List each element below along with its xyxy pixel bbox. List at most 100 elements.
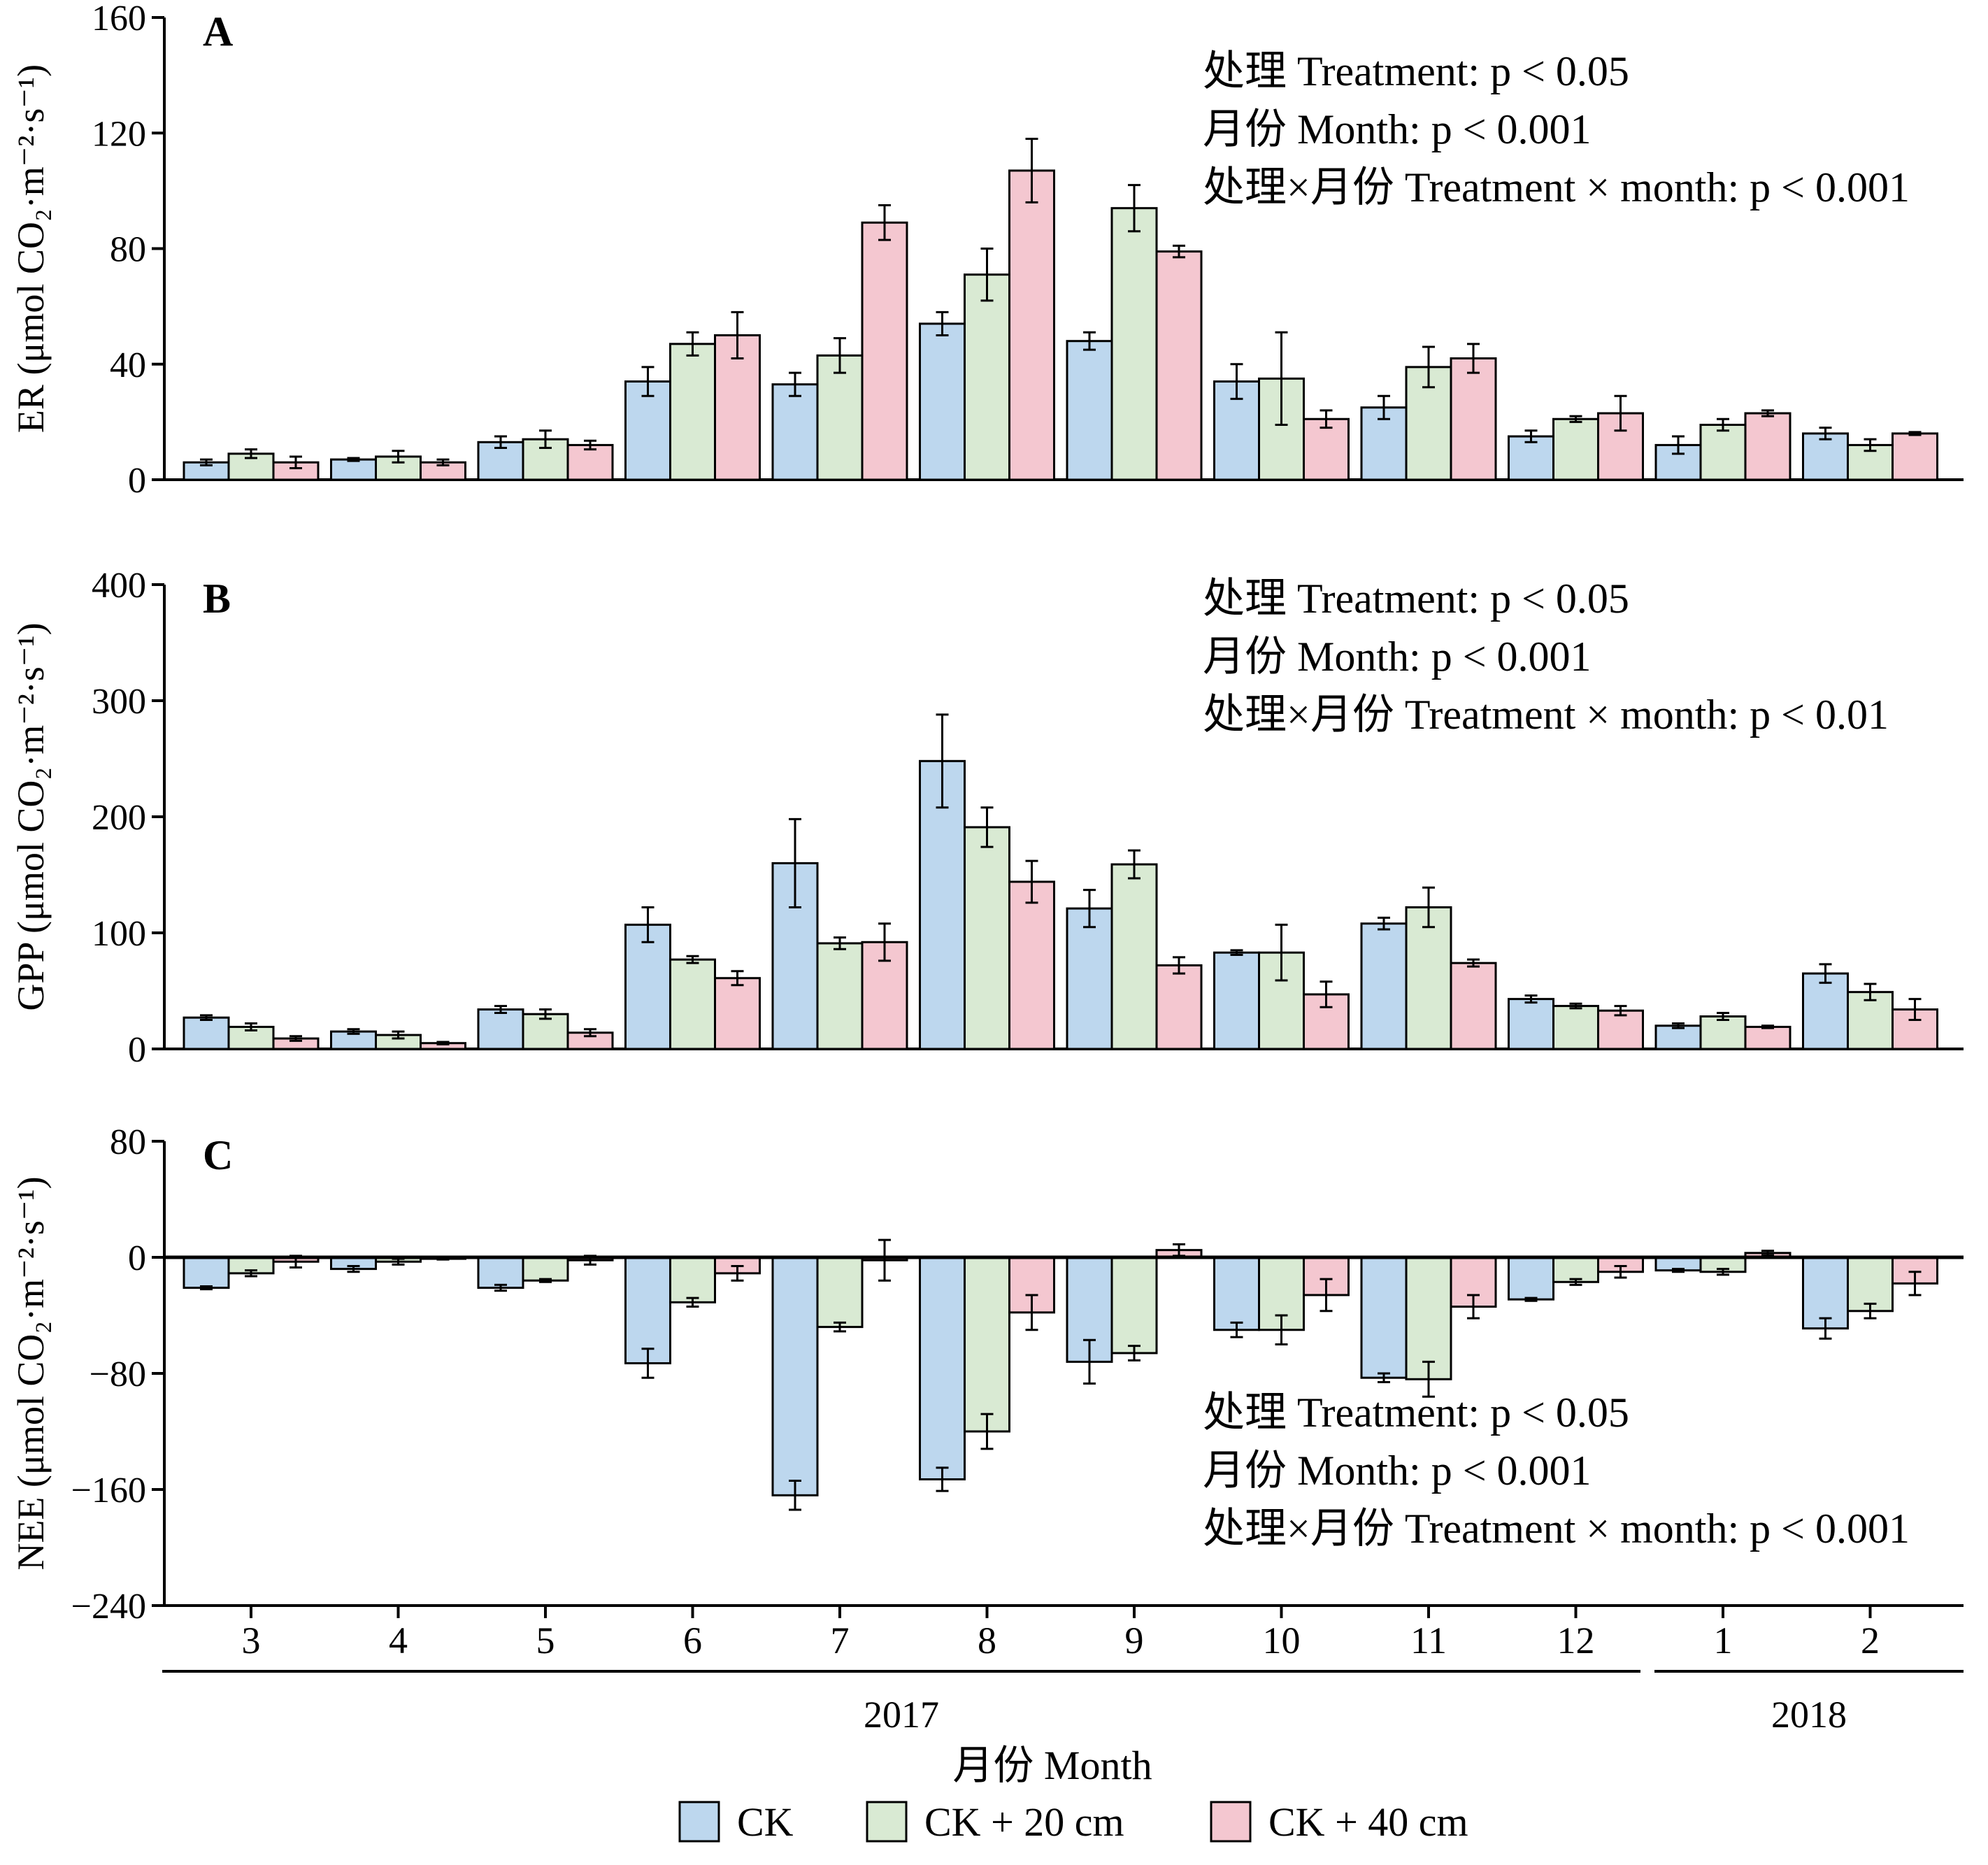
x-tick-label: 1 [1714, 1620, 1733, 1662]
bar [1008, 880, 1055, 1050]
bar [1155, 964, 1203, 1050]
bar [1892, 1008, 1938, 1050]
legend-swatch [678, 1801, 720, 1843]
bar [477, 1008, 524, 1050]
bar [1008, 169, 1055, 481]
panel-C: −240 −160 −80 0 80 NEE (μmol CO₂·m⁻²·s⁻¹) C 处理 … [10, 1122, 1964, 1627]
x-tick-label: 12 [1557, 1620, 1595, 1662]
bar [522, 1256, 569, 1282]
bar [1508, 998, 1554, 1050]
bar [1360, 1256, 1408, 1379]
bar [330, 458, 377, 481]
bar [624, 380, 671, 481]
y-axis-label: ER (μmol CO₂·m⁻²·s⁻¹) [10, 64, 52, 433]
bar [1360, 922, 1408, 1050]
bar [566, 443, 614, 481]
x-tick-label: 7 [831, 1620, 850, 1662]
bar [1552, 1256, 1599, 1283]
bar [816, 942, 864, 1050]
bar [1155, 250, 1203, 481]
bar [669, 1256, 716, 1303]
legend-label: CK + 20 cm [924, 1799, 1124, 1845]
bar [183, 1256, 230, 1289]
y-tick-label: 400 [92, 566, 146, 606]
stat-text: 处理×月份 Treatment × month: p < 0.001 [1203, 164, 1910, 210]
y-tick-label: 80 [110, 1122, 146, 1162]
bar [1802, 972, 1849, 1050]
bar [964, 273, 1010, 481]
bar [1892, 432, 1938, 481]
y-tick-label: 40 [110, 345, 146, 385]
stat-text: 月份 Month: p < 0.001 [1203, 106, 1592, 152]
bar [919, 322, 966, 481]
bar [919, 759, 966, 1050]
panel-label: B [203, 576, 231, 622]
x-tick-label: 6 [683, 1620, 702, 1662]
x-tick-label: 4 [389, 1620, 408, 1662]
panel-B: 0 100 200 300 400 GPP (μmol CO₂·m⁻²·s⁻¹) B 处理 T… [10, 566, 1964, 1070]
x-tick-label: 11 [1410, 1620, 1447, 1662]
y-tick-label: 0 [128, 1238, 146, 1278]
panel-label: A [203, 8, 233, 55]
y-axis-label: NEE (μmol CO₂·m⁻²·s⁻¹) [10, 1176, 52, 1570]
bar [1847, 991, 1894, 1050]
bar [624, 1256, 671, 1364]
stat-text: 处理 Treatment: p < 0.05 [1203, 576, 1629, 622]
bar [1654, 1024, 1702, 1050]
x-tick-label: 10 [1263, 1620, 1301, 1662]
stat-text: 处理 Treatment: p < 0.05 [1203, 1389, 1629, 1436]
bar [714, 977, 761, 1050]
x-tick-label: 2 [1861, 1620, 1880, 1662]
legend-swatch [1210, 1801, 1252, 1843]
y-tick-label: −240 [71, 1587, 146, 1627]
bar [1110, 863, 1158, 1050]
bar [1744, 1025, 1792, 1050]
x-tick-label: 9 [1125, 1620, 1144, 1662]
x-axis-label: 月份 Month [952, 1743, 1152, 1788]
x-tick-label: 8 [978, 1620, 996, 1662]
stat-text: 月份 Month: p < 0.001 [1203, 634, 1592, 680]
bar [1552, 417, 1599, 481]
bar [1508, 1256, 1554, 1301]
bar [477, 1256, 524, 1289]
legend-label: CK [737, 1799, 794, 1845]
x-tick-label: 3 [242, 1620, 261, 1662]
bar [1597, 1009, 1644, 1050]
bar [1552, 1005, 1599, 1050]
year-label: 2017 [864, 1694, 939, 1736]
bar [1802, 1256, 1849, 1330]
bar [771, 383, 819, 481]
y-tick-label: 300 [92, 682, 146, 722]
bar [964, 826, 1010, 1050]
bar [1802, 432, 1849, 481]
y-tick-label: 100 [92, 914, 146, 954]
stat-text: 处理×月份 Treatment × month: p < 0.001 [1203, 1506, 1910, 1552]
bar [1892, 1256, 1938, 1285]
bar [816, 1256, 864, 1329]
bar [919, 1256, 966, 1480]
bar [669, 343, 716, 481]
bar [964, 1256, 1010, 1433]
bar [669, 958, 716, 1050]
bar [522, 1013, 569, 1050]
bar [1405, 906, 1452, 1050]
bar [1699, 1015, 1747, 1050]
stat-text: 处理 Treatment: p < 0.05 [1203, 48, 1629, 94]
stat-text: 处理×月份 Treatment × month: p < 0.01 [1203, 692, 1889, 738]
y-tick-label: 120 [92, 114, 146, 154]
y-tick-label: −80 [90, 1355, 146, 1394]
y-tick-label: 80 [110, 230, 146, 270]
year-label: 2018 [1771, 1694, 1847, 1736]
panel-A: 0 40 80 120 160 ER (μmol CO₂·m⁻²·s⁻¹) A 处理 Trea… [10, 0, 1964, 501]
bar [1847, 1256, 1894, 1313]
bar [1213, 951, 1260, 1050]
bar [1450, 357, 1497, 481]
y-tick-label: 160 [92, 0, 146, 38]
bar [1597, 412, 1644, 481]
bar [1744, 412, 1792, 481]
legend-swatch [866, 1801, 908, 1843]
y-tick-label: 200 [92, 798, 146, 838]
legend: CK CK + 20 cm CK + 40 cm [678, 1799, 1468, 1845]
